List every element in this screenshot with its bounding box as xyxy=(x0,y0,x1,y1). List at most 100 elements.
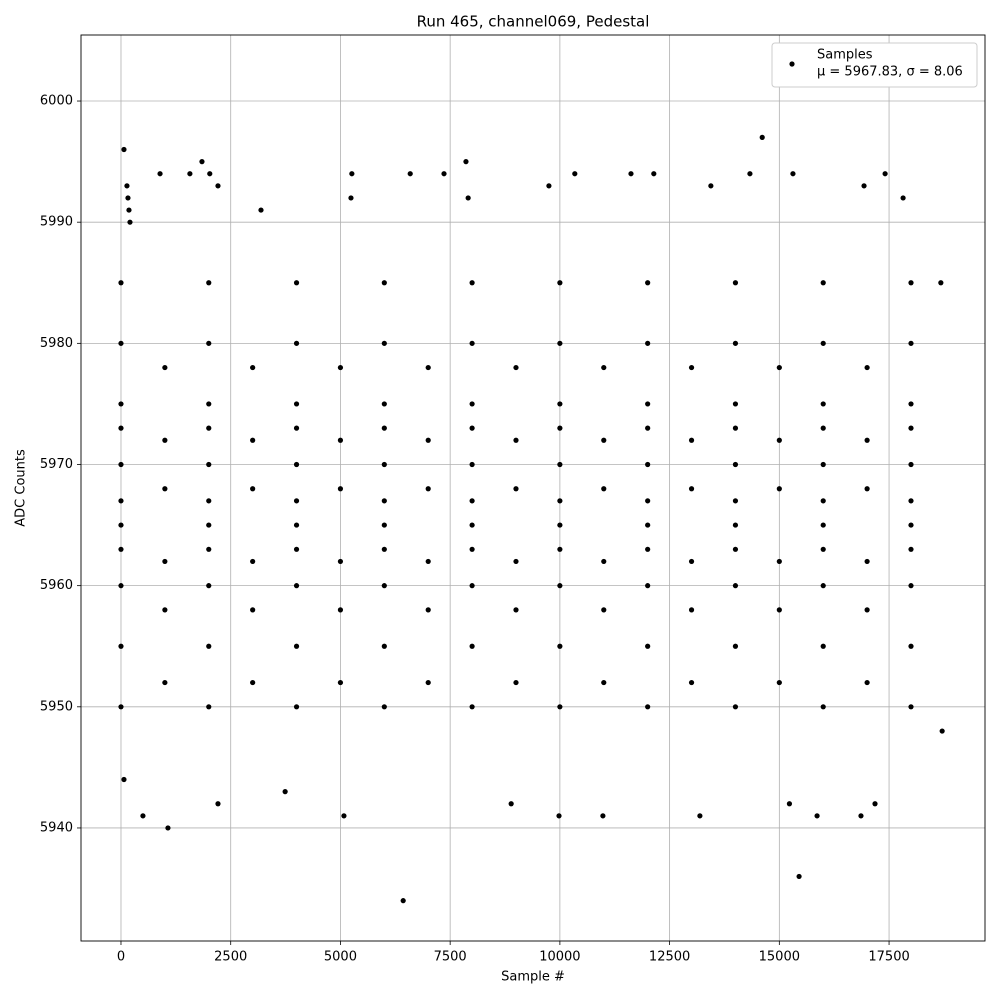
point xyxy=(864,364,870,371)
point xyxy=(557,643,563,649)
point xyxy=(381,461,387,468)
x-tick-label: 17500 xyxy=(868,950,909,965)
point xyxy=(557,583,563,589)
point xyxy=(125,195,131,201)
point xyxy=(206,704,212,710)
x-tick-label: 5000 xyxy=(324,950,357,965)
point xyxy=(732,583,739,589)
point xyxy=(732,280,739,286)
point xyxy=(206,498,212,504)
point xyxy=(882,171,888,177)
point xyxy=(645,498,651,504)
point xyxy=(820,401,826,407)
point xyxy=(820,522,826,528)
point xyxy=(206,425,212,431)
point xyxy=(732,461,739,468)
point xyxy=(215,801,221,807)
x-tick-label: 12500 xyxy=(649,950,690,965)
point xyxy=(786,801,793,807)
point xyxy=(820,498,826,504)
point xyxy=(820,643,826,649)
x-tick-label: 2500 xyxy=(214,950,247,965)
point xyxy=(601,558,607,565)
point xyxy=(463,159,469,165)
point xyxy=(508,801,514,807)
point xyxy=(118,704,124,710)
point xyxy=(118,498,124,504)
point xyxy=(118,340,124,346)
y-tick-label: 5990 xyxy=(40,215,73,230)
point xyxy=(908,583,914,589)
point xyxy=(872,801,878,807)
y-tick-label: 5960 xyxy=(40,578,73,593)
point xyxy=(688,364,695,371)
point xyxy=(776,364,782,371)
point xyxy=(118,522,124,528)
point xyxy=(600,813,606,819)
point xyxy=(858,813,864,819)
point xyxy=(337,679,344,686)
point xyxy=(645,546,651,552)
point xyxy=(776,607,782,613)
y-axis-label: ADC Counts xyxy=(14,449,29,527)
point xyxy=(293,401,300,407)
point xyxy=(900,195,906,201)
point xyxy=(118,280,124,286)
point xyxy=(732,522,739,528)
point xyxy=(732,546,739,552)
point xyxy=(790,171,796,177)
point xyxy=(250,364,256,371)
point xyxy=(601,364,607,371)
point xyxy=(337,607,344,613)
point xyxy=(121,146,127,153)
point xyxy=(341,813,347,819)
point xyxy=(513,558,519,565)
point xyxy=(732,425,739,431)
point xyxy=(250,486,256,492)
point xyxy=(864,607,870,613)
point xyxy=(513,679,519,686)
point xyxy=(688,679,695,686)
point xyxy=(162,558,168,565)
point xyxy=(908,704,914,710)
point xyxy=(747,171,753,177)
legend-box xyxy=(771,42,978,88)
point xyxy=(206,546,212,552)
point xyxy=(293,461,300,468)
point xyxy=(732,704,739,710)
point xyxy=(908,425,914,431)
point xyxy=(732,643,739,649)
point xyxy=(908,522,914,528)
point xyxy=(645,461,651,468)
point xyxy=(162,437,168,443)
point xyxy=(250,607,256,613)
point xyxy=(162,607,168,613)
point xyxy=(908,340,914,346)
point xyxy=(425,679,431,686)
point xyxy=(820,280,826,286)
point xyxy=(162,364,168,371)
point xyxy=(557,546,563,552)
point xyxy=(381,522,387,528)
point xyxy=(572,171,578,177)
point xyxy=(337,486,344,492)
x-tick-label: 7500 xyxy=(434,950,467,965)
point xyxy=(697,813,703,819)
point xyxy=(206,340,212,346)
point xyxy=(400,898,406,904)
point xyxy=(908,461,914,468)
point xyxy=(381,401,387,407)
point xyxy=(820,340,826,346)
point xyxy=(381,546,387,552)
point xyxy=(469,340,475,346)
point xyxy=(407,171,413,177)
point xyxy=(293,583,300,589)
plot-frame xyxy=(80,34,986,942)
point xyxy=(441,171,447,177)
point xyxy=(708,183,714,189)
point xyxy=(293,546,300,552)
point xyxy=(381,280,387,286)
point xyxy=(814,813,820,819)
point xyxy=(557,498,563,504)
point xyxy=(688,558,695,565)
